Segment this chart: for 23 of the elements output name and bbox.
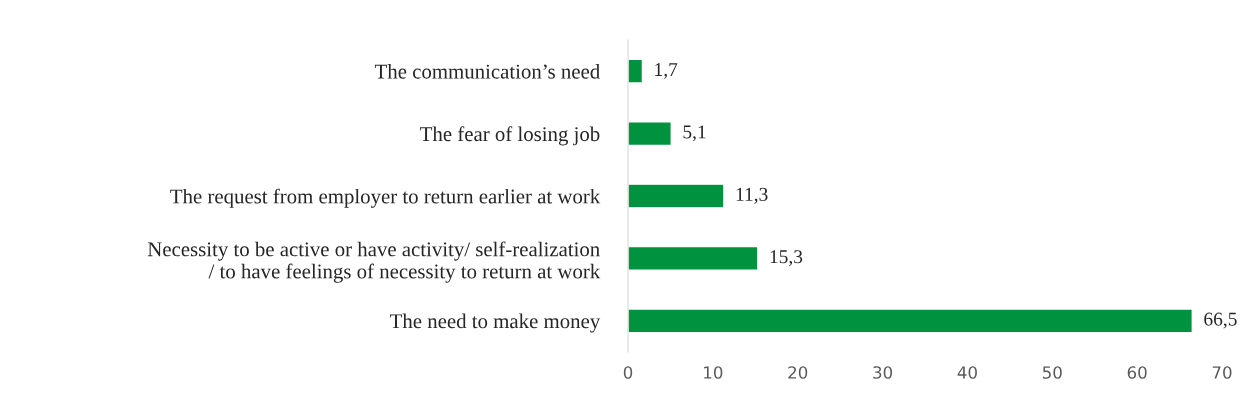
x-tick-label: 40	[957, 366, 977, 379]
bar	[628, 308, 1193, 334]
y-tick-label: Necessity to be active or have activity/ self-realization / to have feelings of necessity to return at work	[147, 241, 601, 283]
data-label: 11,3	[736, 187, 768, 204]
y-tick-label: The fear of losing job	[420, 126, 600, 146]
x-tick-label: 60	[1127, 366, 1147, 379]
y-tick-label: The need to make money	[390, 313, 601, 333]
bar	[628, 121, 672, 147]
bar	[628, 183, 725, 209]
bar	[628, 58, 644, 84]
data-label: 5,1	[683, 125, 706, 142]
data-label: 15,3	[770, 250, 803, 267]
y-tick-label: The communication’s need	[374, 63, 600, 79]
data-label: 1,7	[655, 63, 678, 79]
x-tick-label: 50	[1042, 366, 1062, 379]
x-tick-label: 0	[623, 366, 633, 379]
bar	[628, 245, 759, 271]
data-label: 66,5	[1204, 312, 1237, 329]
x-tick-label: 20	[788, 366, 808, 379]
x-tick-label: 10	[704, 366, 723, 379]
x-tick-label: 70	[1212, 366, 1232, 379]
x-tick-label: 30	[873, 366, 893, 379]
y-tick-label: The request from employer to return earlier at work	[170, 188, 601, 208]
